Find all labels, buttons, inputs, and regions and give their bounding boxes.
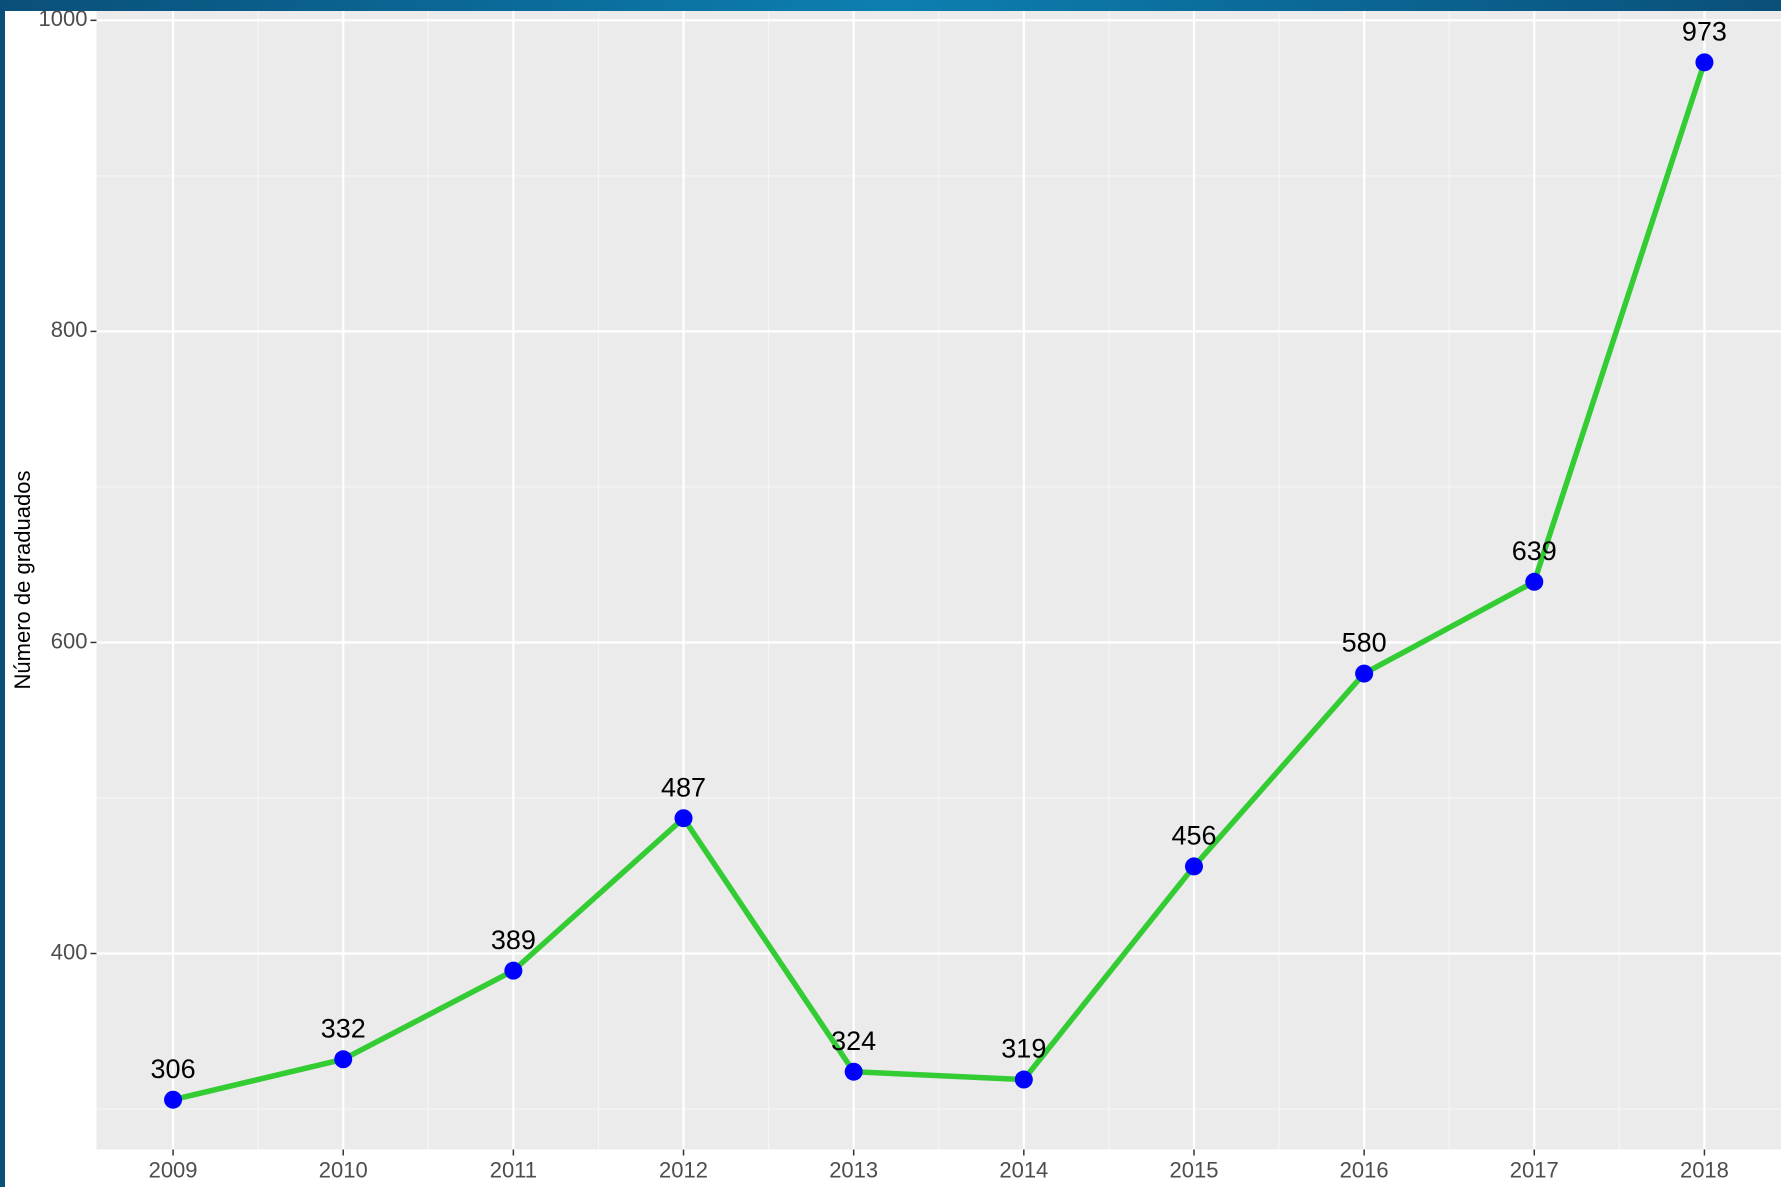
x-tick-label: 2017	[1510, 1157, 1559, 1182]
point	[1355, 664, 1374, 683]
x-tick-label: 2013	[829, 1157, 878, 1182]
top-border	[0, 0, 1781, 11]
y-tick-label: 400	[51, 939, 88, 964]
x-tick-label: 2011	[490, 1157, 537, 1182]
x-tick-label: 2016	[1340, 1157, 1389, 1182]
point	[1184, 857, 1203, 876]
point	[504, 961, 523, 980]
data-label: 306	[151, 1054, 196, 1084]
data-label: 332	[321, 1013, 366, 1043]
data-label: 319	[1001, 1034, 1046, 1064]
y-tick-label: 800	[51, 317, 88, 342]
point	[1695, 53, 1714, 72]
point	[674, 809, 693, 828]
data-label: 324	[831, 1026, 876, 1056]
point	[1014, 1070, 1033, 1089]
data-label: 456	[1171, 821, 1216, 851]
data-label: 639	[1512, 536, 1557, 566]
x-tick-label: 2009	[149, 1157, 198, 1182]
y-tick-label: 600	[51, 628, 88, 653]
point	[334, 1050, 353, 1069]
data-label: 580	[1342, 628, 1387, 658]
line	[172, 61, 1708, 1103]
point	[844, 1062, 863, 1081]
data-label: 487	[661, 772, 706, 802]
data-label: 973	[1682, 16, 1727, 46]
point	[1525, 572, 1544, 591]
y-tick-label: 1000	[39, 6, 88, 31]
point	[164, 1090, 183, 1109]
x-tick-label: 2012	[659, 1157, 708, 1182]
x-tick-label: 2018	[1680, 1157, 1729, 1182]
left-border	[0, 0, 5, 1187]
x-tick-label: 2014	[999, 1157, 1048, 1182]
x-tick-label: 2010	[319, 1157, 368, 1182]
x-tick-label: 2015	[1170, 1157, 1219, 1182]
data-label: 389	[491, 925, 536, 955]
y-axis-label: Número de graduados	[10, 471, 35, 690]
